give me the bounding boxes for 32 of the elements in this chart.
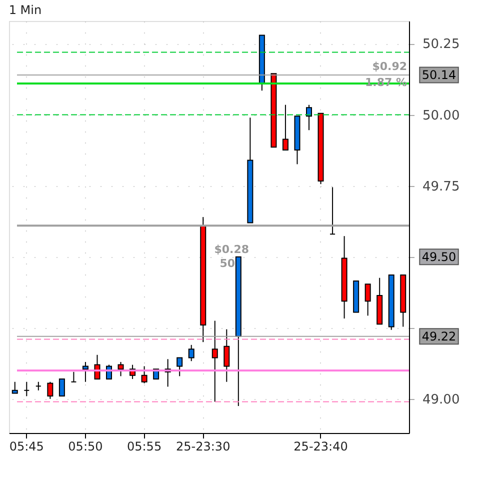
candlestick: [212, 320, 218, 402]
candlestick: [330, 186, 336, 235]
annotation: 50: [220, 257, 236, 270]
candlestick: [306, 104, 312, 131]
ref-line-label: 50.14: [422, 68, 456, 82]
candlestick: [224, 328, 230, 382]
x-tick-label: 05:50: [68, 440, 103, 454]
y-tick-label: 50.25: [422, 37, 460, 52]
x-tick-label: 05:45: [9, 440, 44, 454]
candlestick: [47, 381, 54, 400]
x-tick-label: 25-23:30: [176, 440, 230, 454]
candlestick: [141, 366, 148, 384]
candlestick: [24, 381, 30, 397]
candlestick: [12, 381, 18, 394]
candlestick: [82, 361, 88, 382]
candlestick: [176, 357, 183, 377]
chart-title: 1 Min: [8, 3, 42, 17]
ref-line-label: 49.22: [422, 329, 456, 344]
x-tick-label: 25-23:40: [294, 440, 348, 454]
annotation: $0.28: [214, 243, 249, 256]
candlestick: [58, 378, 65, 397]
annotation: $0.92: [372, 60, 407, 73]
y-tick-label: 50.00: [422, 108, 460, 124]
x-tick-label: 05:55: [126, 440, 162, 454]
candlestick: [118, 361, 124, 377]
y-tick-label: 49.00: [422, 392, 460, 408]
y-tick-label: 49.75: [422, 179, 460, 194]
candlestick: [282, 104, 288, 150]
candlestick: [188, 344, 194, 362]
ref-line-label: 49.50: [422, 250, 456, 264]
candlestick: [364, 284, 371, 316]
candlestick: [70, 371, 77, 382]
